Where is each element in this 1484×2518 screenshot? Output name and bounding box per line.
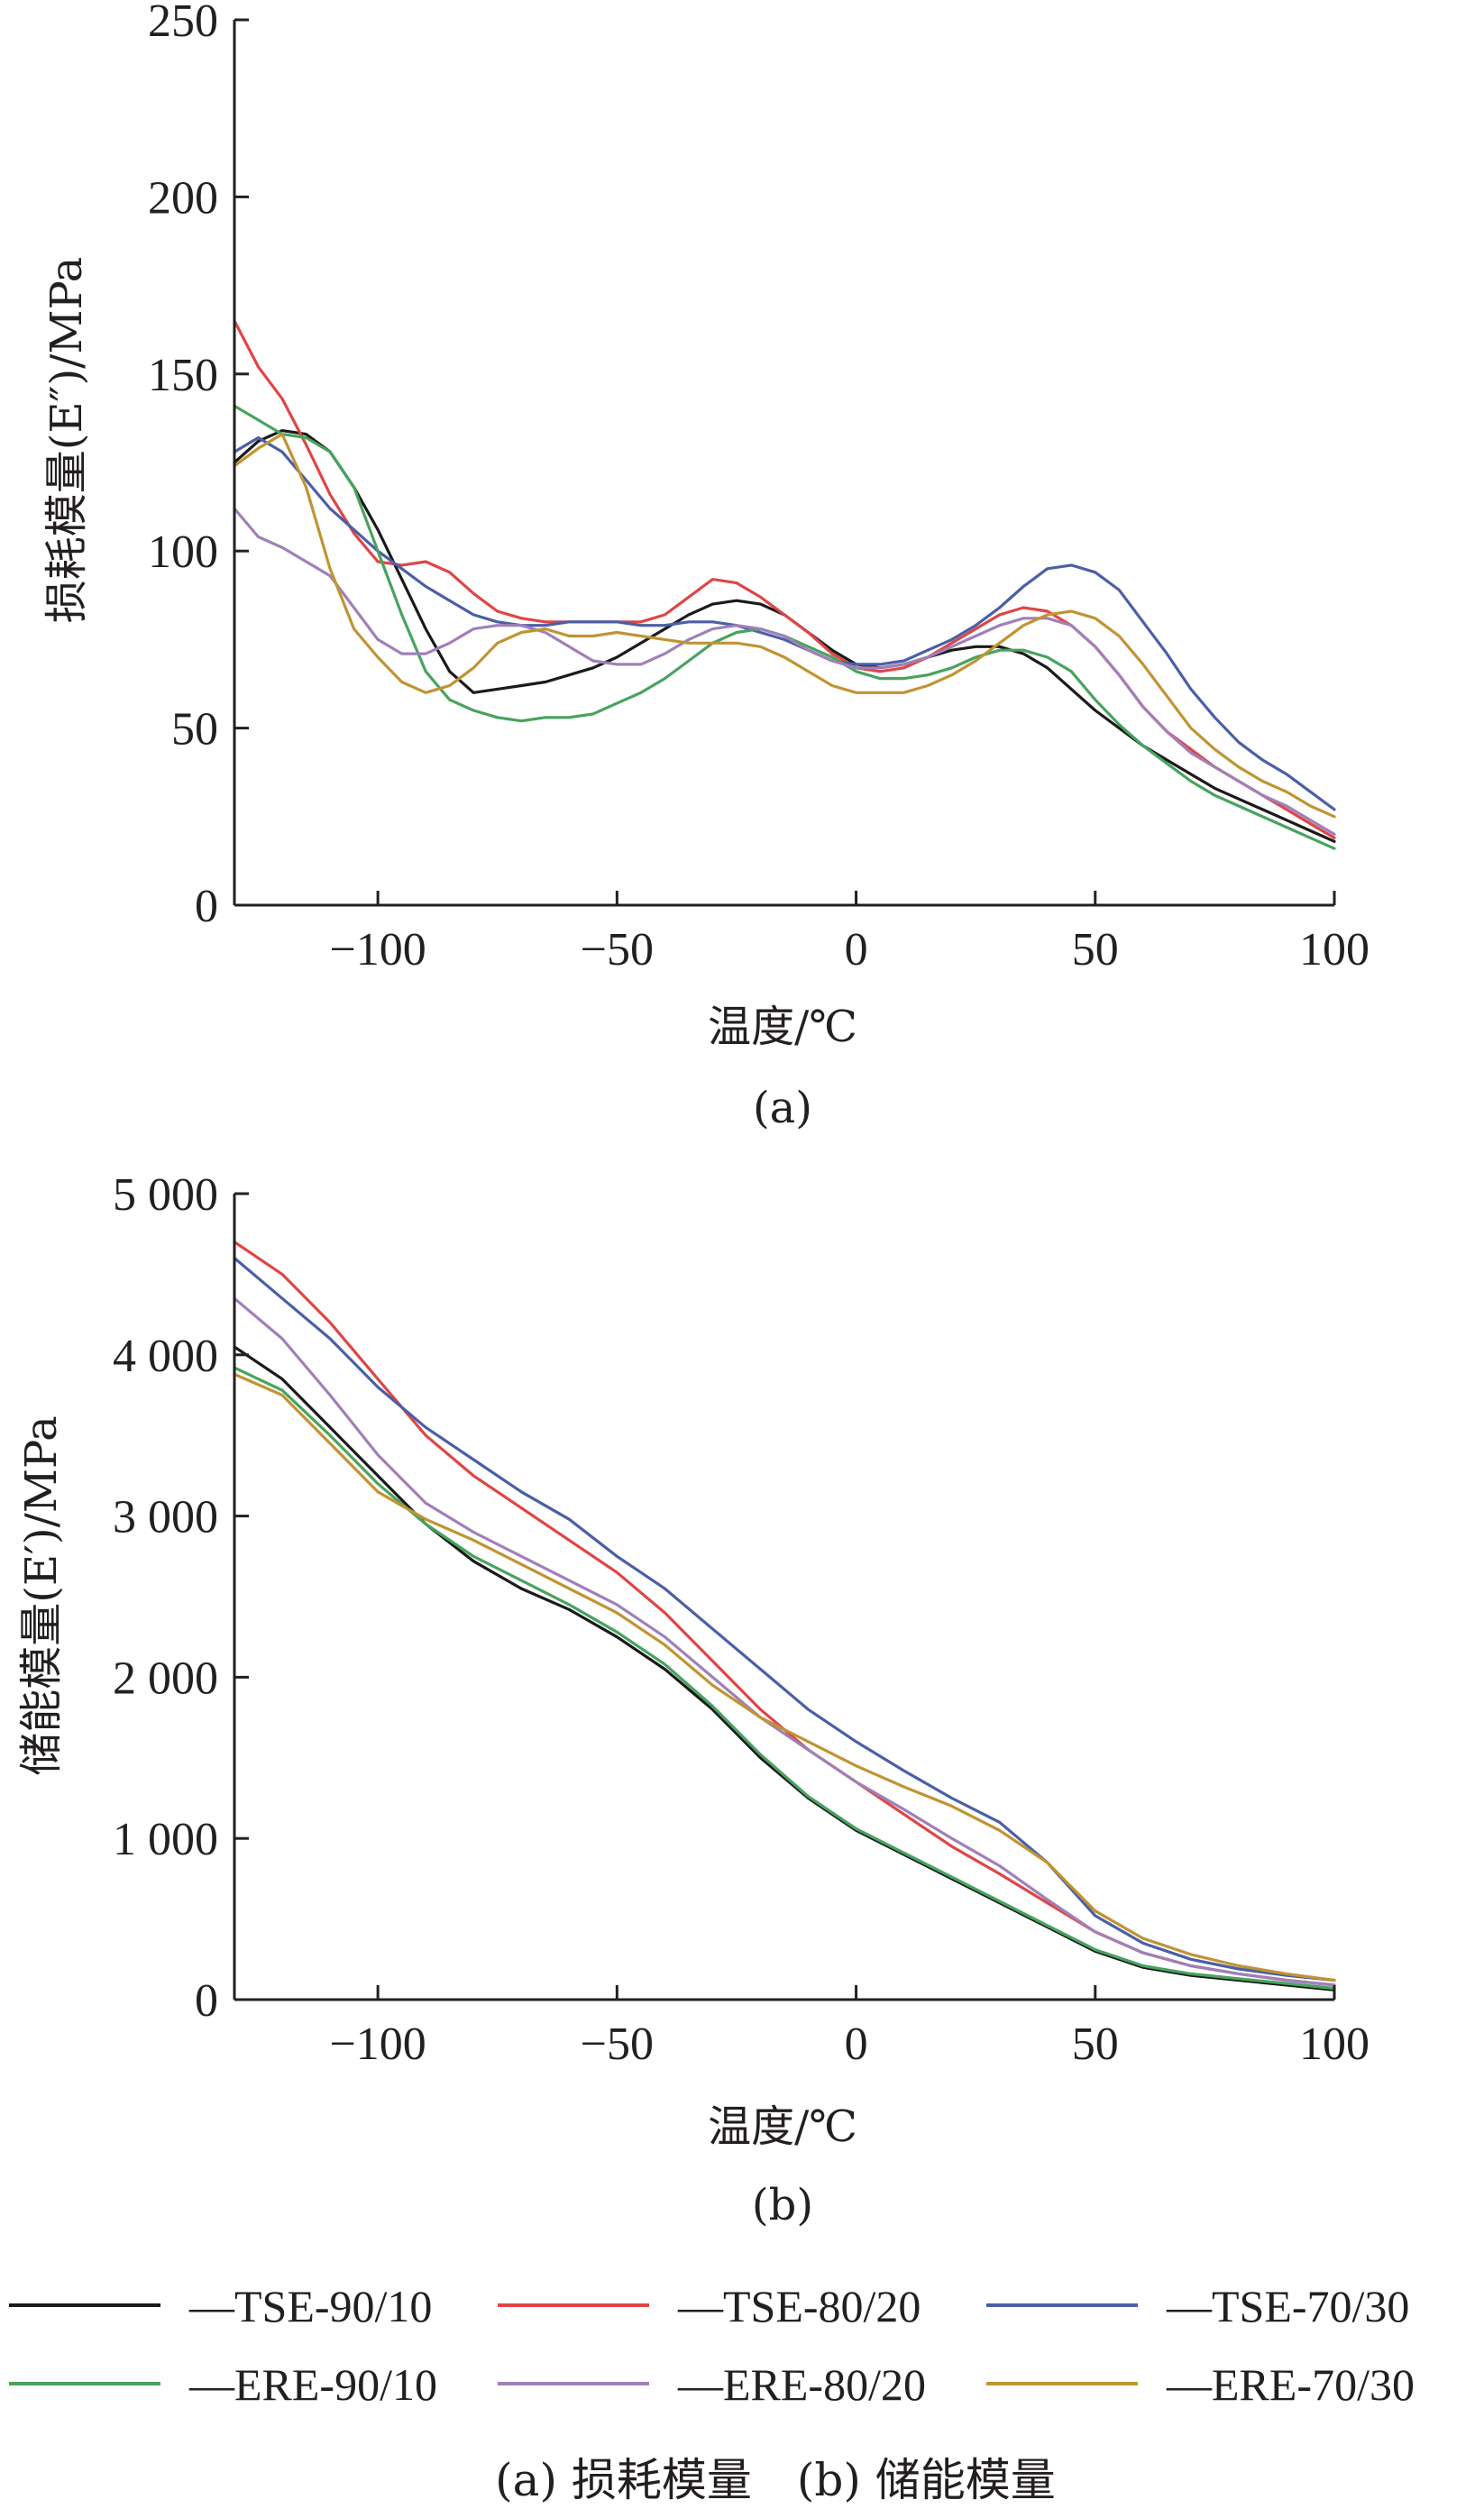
legend-item-ere-90-10: —ERE-90/10	[9, 2359, 437, 2410]
panel-b-series-lines	[233, 1241, 1336, 1992]
panel-a-tick-labels: 0 50 100 150 200 250 −100 −50 0 50 100	[148, 0, 1369, 975]
x-tick-label: 100	[1299, 2019, 1369, 2070]
y-tick-label: 150	[148, 350, 218, 401]
figure-caption: (a) 损耗模量 (b) 储能模量	[495, 2454, 1056, 2506]
y-tick-label: 100	[148, 526, 218, 578]
y-tick-label: 0	[195, 1975, 218, 2027]
series-line-ere-80-20	[233, 507, 1336, 836]
legend-label: —TSE-90/10	[188, 2281, 432, 2331]
series-line-ere-90-10	[233, 1366, 1336, 1991]
legend-label: —TSE-80/20	[677, 2281, 921, 2331]
panel-a-axes	[233, 18, 1336, 907]
series-line-ere-80-20	[233, 1296, 1336, 1987]
x-tick-label: 100	[1299, 924, 1369, 975]
series-line-tse-70-30	[233, 435, 1336, 811]
panel-a-subfigure-label: (a)	[753, 1083, 812, 1133]
series-line-tse-90-10	[233, 1345, 1336, 1992]
panel-a-y-axis-label: 损耗模量(E″)/MPa	[41, 257, 92, 624]
legend-item-ere-70-30: —ERE-70/30	[986, 2359, 1415, 2410]
y-tick-label: 1 000	[113, 1814, 218, 1865]
series-line-ere-70-30	[233, 433, 1336, 819]
panel-b-subfigure-label: (b)	[752, 2180, 813, 2230]
series-line-tse-70-30	[233, 1256, 1336, 1982]
y-tick-label: 3 000	[113, 1492, 218, 1543]
legend-label: —ERE-80/20	[677, 2359, 926, 2410]
panel-b-axes	[233, 1192, 1336, 2001]
x-tick-label: 50	[1072, 924, 1119, 975]
legend-item-tse-90-10: —TSE-90/10	[9, 2281, 432, 2331]
legend: —TSE-90/10 —TSE-80/20 —TSE-70/30 —ERE-90/10…	[9, 2281, 1415, 2410]
legend-item-tse-80-20: —TSE-80/20	[498, 2281, 921, 2331]
panel-b-tick-labels: 0 1 000 2 000 3 000 4 000 5 000 −100 −50 0 50 100	[113, 1169, 1369, 2070]
legend-label: —ERE-90/10	[188, 2359, 437, 2410]
y-tick-label: 5 000	[113, 1169, 218, 1221]
y-tick-label: 0	[195, 881, 218, 932]
legend-label: —TSE-70/30	[1166, 2281, 1409, 2331]
panel-b-y-axis-label: 储能模量(E′)/MPa	[16, 1415, 67, 1775]
x-tick-label: −100	[329, 2019, 426, 2070]
x-tick-label: −50	[581, 2019, 654, 2070]
x-tick-label: −50	[581, 924, 654, 975]
y-tick-label: 2 000	[113, 1653, 218, 1704]
series-line-ere-70-30	[233, 1372, 1336, 1982]
y-tick-label: 250	[148, 0, 218, 47]
series-line-tse-80-20	[233, 1241, 1336, 1987]
y-tick-label: 4 000	[113, 1331, 218, 1382]
y-tick-label: 200	[148, 172, 218, 224]
x-tick-label: 0	[845, 2019, 868, 2070]
series-line-ere-90-10	[233, 404, 1336, 850]
legend-item-ere-80-20: —ERE-80/20	[498, 2359, 926, 2410]
x-tick-label: −100	[329, 924, 426, 975]
legend-item-tse-70-30: —TSE-70/30	[986, 2281, 1409, 2331]
panel-a-series-lines	[233, 319, 1336, 850]
panel-a-x-axis-label: 温度/℃	[708, 1002, 857, 1052]
panel-b-x-axis-label: 温度/℃	[708, 2101, 857, 2152]
y-tick-label: 50	[171, 704, 218, 755]
x-tick-label: 0	[845, 924, 868, 975]
panel-a: 0 50 100 150 200 250 −100 −50 0 50 100 温度/℃ 损耗模量(E…	[41, 0, 1369, 1133]
legend-label: —ERE-70/30	[1166, 2359, 1415, 2410]
x-tick-label: 50	[1072, 2019, 1119, 2070]
